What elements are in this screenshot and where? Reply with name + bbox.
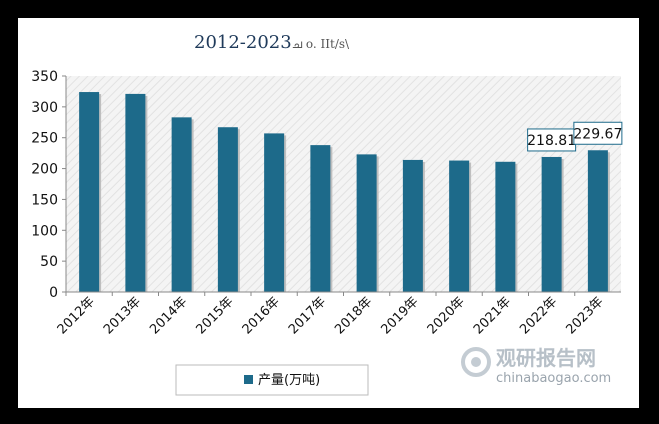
bar-2022年 xyxy=(541,156,562,292)
bar-2023年 xyxy=(587,150,608,292)
x-axis: 2012年 2013年 2014年 2015年 2016年 2017年 2018年 2019年… xyxy=(55,291,621,337)
legend-swatch xyxy=(244,375,253,384)
data-label: 218.81 xyxy=(527,133,576,149)
watermark-logo-icon xyxy=(461,347,491,377)
x-tick-label: 2014年 xyxy=(147,294,190,337)
data-label-box xyxy=(573,121,623,145)
bar-2017年 xyxy=(310,145,331,292)
y-tick-label: 0 xyxy=(49,285,58,301)
chart: 2012-2023ച o. IIt/s\ 0 50 100 150 200 250 300 3… xyxy=(31,32,623,396)
chart-frame: 2012-2023ച o. IIt/s\ 0 50 100 150 200 250 300 3… xyxy=(18,18,639,408)
x-tick-label: 2021年 xyxy=(471,294,514,337)
y-tick-label: 200 xyxy=(31,162,58,178)
y-tick-label: 50 xyxy=(40,254,58,270)
bar-2012年 xyxy=(79,92,100,292)
watermark: 观研报告网 chinabaogao.com xyxy=(461,346,611,386)
bar-2013年 xyxy=(125,93,146,292)
bar-2021年 xyxy=(495,161,516,292)
y-tick-label: 250 xyxy=(31,131,58,147)
x-tick-label: 2023年 xyxy=(564,294,607,337)
bar-2016年 xyxy=(264,133,285,292)
x-tick-label: 2019年 xyxy=(379,294,422,337)
legend-box xyxy=(175,364,369,396)
chart-title: 2012-2023ച o. IIt/s\ xyxy=(194,32,350,53)
bar-2014年 xyxy=(171,117,192,292)
y-axis: 0 50 100 150 200 250 300 350 xyxy=(31,69,67,301)
x-tick-label: 2015年 xyxy=(194,294,237,337)
legend: 产量(万吨) xyxy=(175,364,369,396)
x-tick-label: 2013年 xyxy=(101,294,144,337)
x-tick-label: 2016年 xyxy=(240,294,283,337)
bar-2015年 xyxy=(217,127,238,292)
chart-title-suffix: ച o. IIt/s\ xyxy=(292,37,350,51)
x-tick-label: 2012年 xyxy=(55,294,98,337)
chart-title-main: 2012-2023 xyxy=(194,32,292,53)
x-tick-label: 2018年 xyxy=(332,294,375,337)
y-tick-label: 150 xyxy=(31,192,58,208)
x-tick-label: 2022年 xyxy=(517,294,560,337)
watermark-en: chinabaogao.com xyxy=(496,371,611,386)
bar-2019年 xyxy=(402,159,423,292)
y-tick-label: 100 xyxy=(31,223,58,239)
legend-label: 产量(万吨) xyxy=(258,373,320,388)
bars xyxy=(79,92,610,292)
bar-2020年 xyxy=(449,160,470,292)
y-tick-label: 350 xyxy=(31,69,58,85)
watermark-logo-dot-icon xyxy=(471,357,481,367)
watermark-cn: 观研报告网 xyxy=(496,346,596,370)
plot-area xyxy=(66,76,621,292)
y-tick-label: 300 xyxy=(31,100,58,116)
x-tick-label: 2020年 xyxy=(425,294,468,337)
bar-2018年 xyxy=(356,154,377,292)
data-label: 229.67 xyxy=(573,126,622,142)
x-tick-label: 2017年 xyxy=(286,294,329,337)
